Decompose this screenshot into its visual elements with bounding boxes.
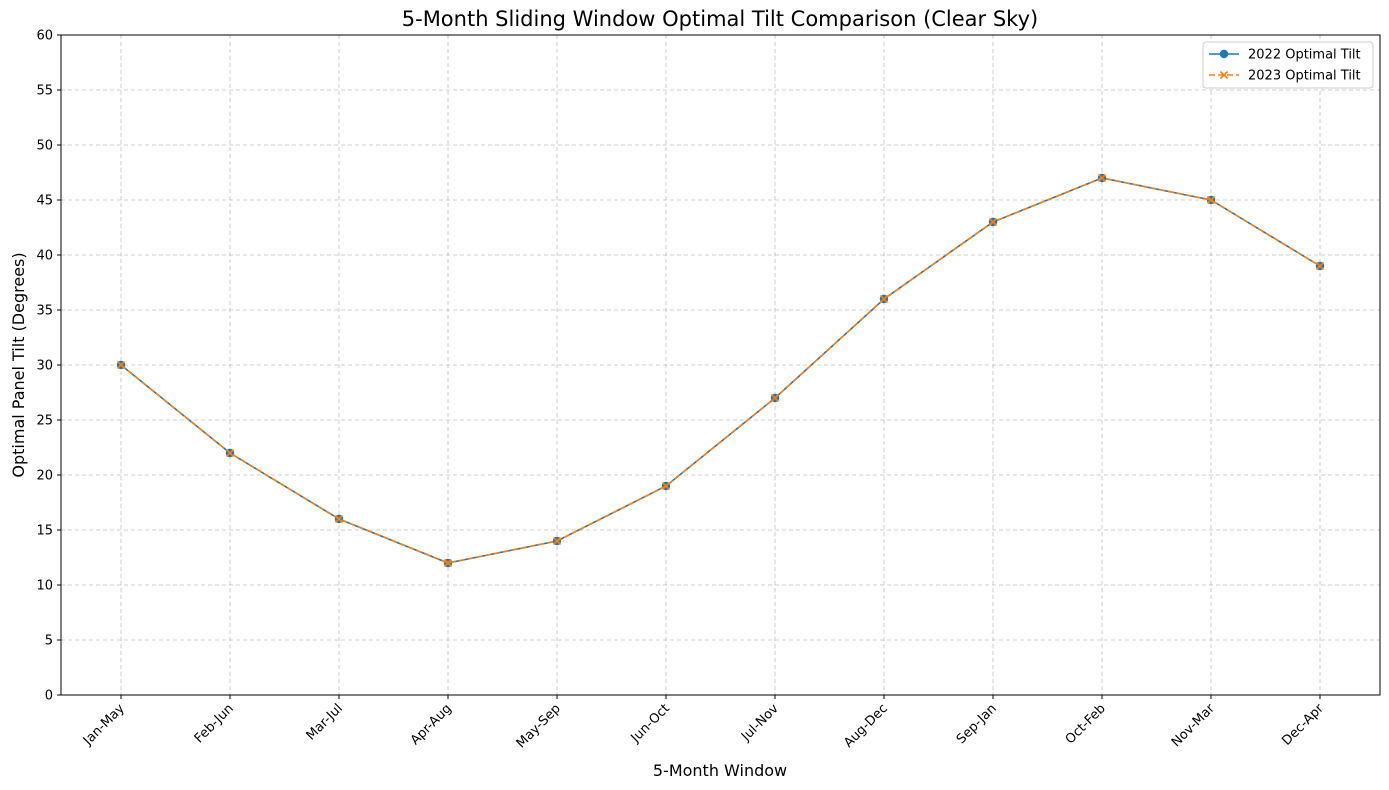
legend-box	[1202, 41, 1374, 89]
x-tick-label: Nov-Mar	[1169, 701, 1218, 750]
data-point	[1206, 195, 1216, 205]
data-point	[1097, 173, 1107, 183]
series-line-1	[120, 177, 1321, 564]
x-tick-label: Feb-Jun	[192, 701, 237, 746]
marker-stroke	[1206, 195, 1216, 205]
marker-stroke	[1219, 70, 1229, 80]
x-tick-label: Mar-Jul	[304, 701, 346, 743]
marker-stroke	[443, 558, 453, 568]
y-tick-label: 10	[36, 579, 53, 594]
y-tick-label: 15	[36, 524, 53, 539]
x-tick-label: Apr-Aug	[408, 701, 455, 748]
y-axis-label: Optimal Panel Tilt (Degrees)	[9, 252, 28, 477]
marker-stroke	[334, 514, 344, 524]
grid	[61, 34, 1380, 696]
series-layer	[116, 173, 1325, 568]
marker-stroke	[116, 360, 126, 370]
data-point	[552, 536, 562, 546]
y-tick-label: 20	[36, 469, 53, 484]
data-point	[879, 294, 889, 304]
marker-stroke	[552, 536, 562, 546]
plot-frame	[60, 34, 1381, 696]
x-tick-label: Sep-Jan	[954, 701, 1000, 747]
y-tick-label: 45	[36, 194, 53, 209]
x-tick-label: Dec-Apr	[1279, 701, 1327, 749]
data-point	[661, 481, 671, 491]
marker-stroke	[661, 481, 671, 491]
x-tick-label: Aug-Dec	[841, 701, 891, 751]
x-axis-label: 5-Month Window	[653, 761, 787, 780]
data-point	[116, 360, 126, 370]
x-tick-label: Jun-Oct	[628, 701, 673, 746]
y-tick-label: 35	[36, 304, 53, 319]
data-point	[225, 448, 235, 458]
marker-stroke	[988, 217, 998, 227]
marker-stroke	[1097, 173, 1107, 183]
legend: 2022 Optimal Tilt 2023 Optimal Tilt	[1202, 41, 1374, 89]
y-tick-label: 60	[36, 29, 53, 44]
data-point	[770, 393, 780, 403]
marker-stroke	[225, 448, 235, 458]
data-point	[334, 514, 344, 524]
legend-marker	[1219, 49, 1229, 59]
marker-stroke	[770, 393, 780, 403]
axes	[57, 34, 1381, 699]
data-point	[988, 217, 998, 227]
y-tick-label: 50	[36, 139, 53, 154]
data-point	[443, 558, 453, 568]
x-tick-label: Jul-Nov	[738, 701, 782, 745]
y-tick-label: 25	[36, 414, 53, 429]
x-tick-label: May-Sep	[514, 701, 564, 751]
data-point	[1315, 261, 1325, 271]
x-tick-label: Jan-May	[80, 701, 128, 749]
y-tick-label: 0	[45, 689, 53, 704]
y-tick-label: 40	[36, 249, 53, 264]
y-tick-label: 30	[36, 359, 53, 374]
chart-title: 5-Month Sliding Window Optimal Tilt Comp…	[402, 7, 1038, 31]
x-tick-label: Oct-Feb	[1063, 701, 1109, 747]
y-tick-label: 5	[45, 634, 53, 649]
legend-label: 2023 Optimal Tilt	[1248, 69, 1361, 84]
series-line-0	[120, 177, 1321, 564]
y-tick-label: 55	[36, 84, 53, 99]
marker-stroke	[879, 294, 889, 304]
marker-stroke	[1315, 261, 1325, 271]
legend-label: 2022 Optimal Tilt	[1248, 48, 1361, 63]
legend-marker	[1219, 70, 1229, 80]
